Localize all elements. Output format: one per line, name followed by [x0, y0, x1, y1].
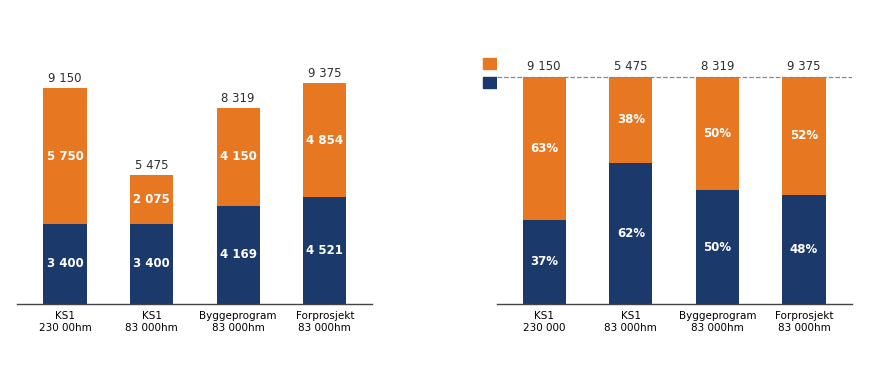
Text: 50%: 50%: [703, 241, 732, 254]
Text: 4 854: 4 854: [306, 134, 343, 147]
Text: 9 375: 9 375: [787, 60, 820, 73]
Bar: [696, 190, 739, 304]
Text: 5 475: 5 475: [135, 159, 169, 172]
Bar: [303, 83, 347, 198]
Legend: Magasin, Andre rom: Magasin, Andre rom: [481, 55, 573, 92]
Bar: [303, 198, 347, 304]
Bar: [522, 77, 566, 220]
Bar: [782, 195, 826, 304]
Bar: [216, 108, 260, 206]
Bar: [782, 77, 826, 195]
Bar: [609, 77, 653, 163]
Text: 48%: 48%: [790, 243, 818, 256]
Bar: [522, 220, 566, 304]
Text: 62%: 62%: [617, 227, 645, 240]
Text: 52%: 52%: [790, 129, 818, 142]
Text: 37%: 37%: [530, 255, 558, 268]
Bar: [43, 88, 87, 224]
Text: 8 319: 8 319: [222, 92, 255, 105]
Bar: [130, 224, 173, 304]
Text: 9 150: 9 150: [49, 72, 82, 85]
Text: 9 150: 9 150: [527, 60, 561, 73]
Text: 3 400: 3 400: [47, 257, 83, 271]
Text: 2 075: 2 075: [133, 193, 170, 206]
Bar: [130, 175, 173, 224]
Text: 4 150: 4 150: [220, 150, 256, 163]
Bar: [216, 206, 260, 304]
Bar: [43, 224, 87, 304]
Text: 38%: 38%: [617, 113, 645, 127]
Text: 5 475: 5 475: [614, 60, 647, 73]
Text: 9 375: 9 375: [308, 67, 342, 80]
Text: 4 521: 4 521: [306, 244, 343, 257]
Bar: [696, 77, 739, 190]
Text: 3 400: 3 400: [133, 257, 170, 271]
Text: 63%: 63%: [530, 142, 558, 155]
Bar: [609, 163, 653, 304]
Text: 5 750: 5 750: [47, 150, 83, 163]
Text: 4 169: 4 169: [220, 249, 256, 261]
Text: 8 319: 8 319: [700, 60, 734, 73]
Text: 50%: 50%: [703, 127, 732, 140]
